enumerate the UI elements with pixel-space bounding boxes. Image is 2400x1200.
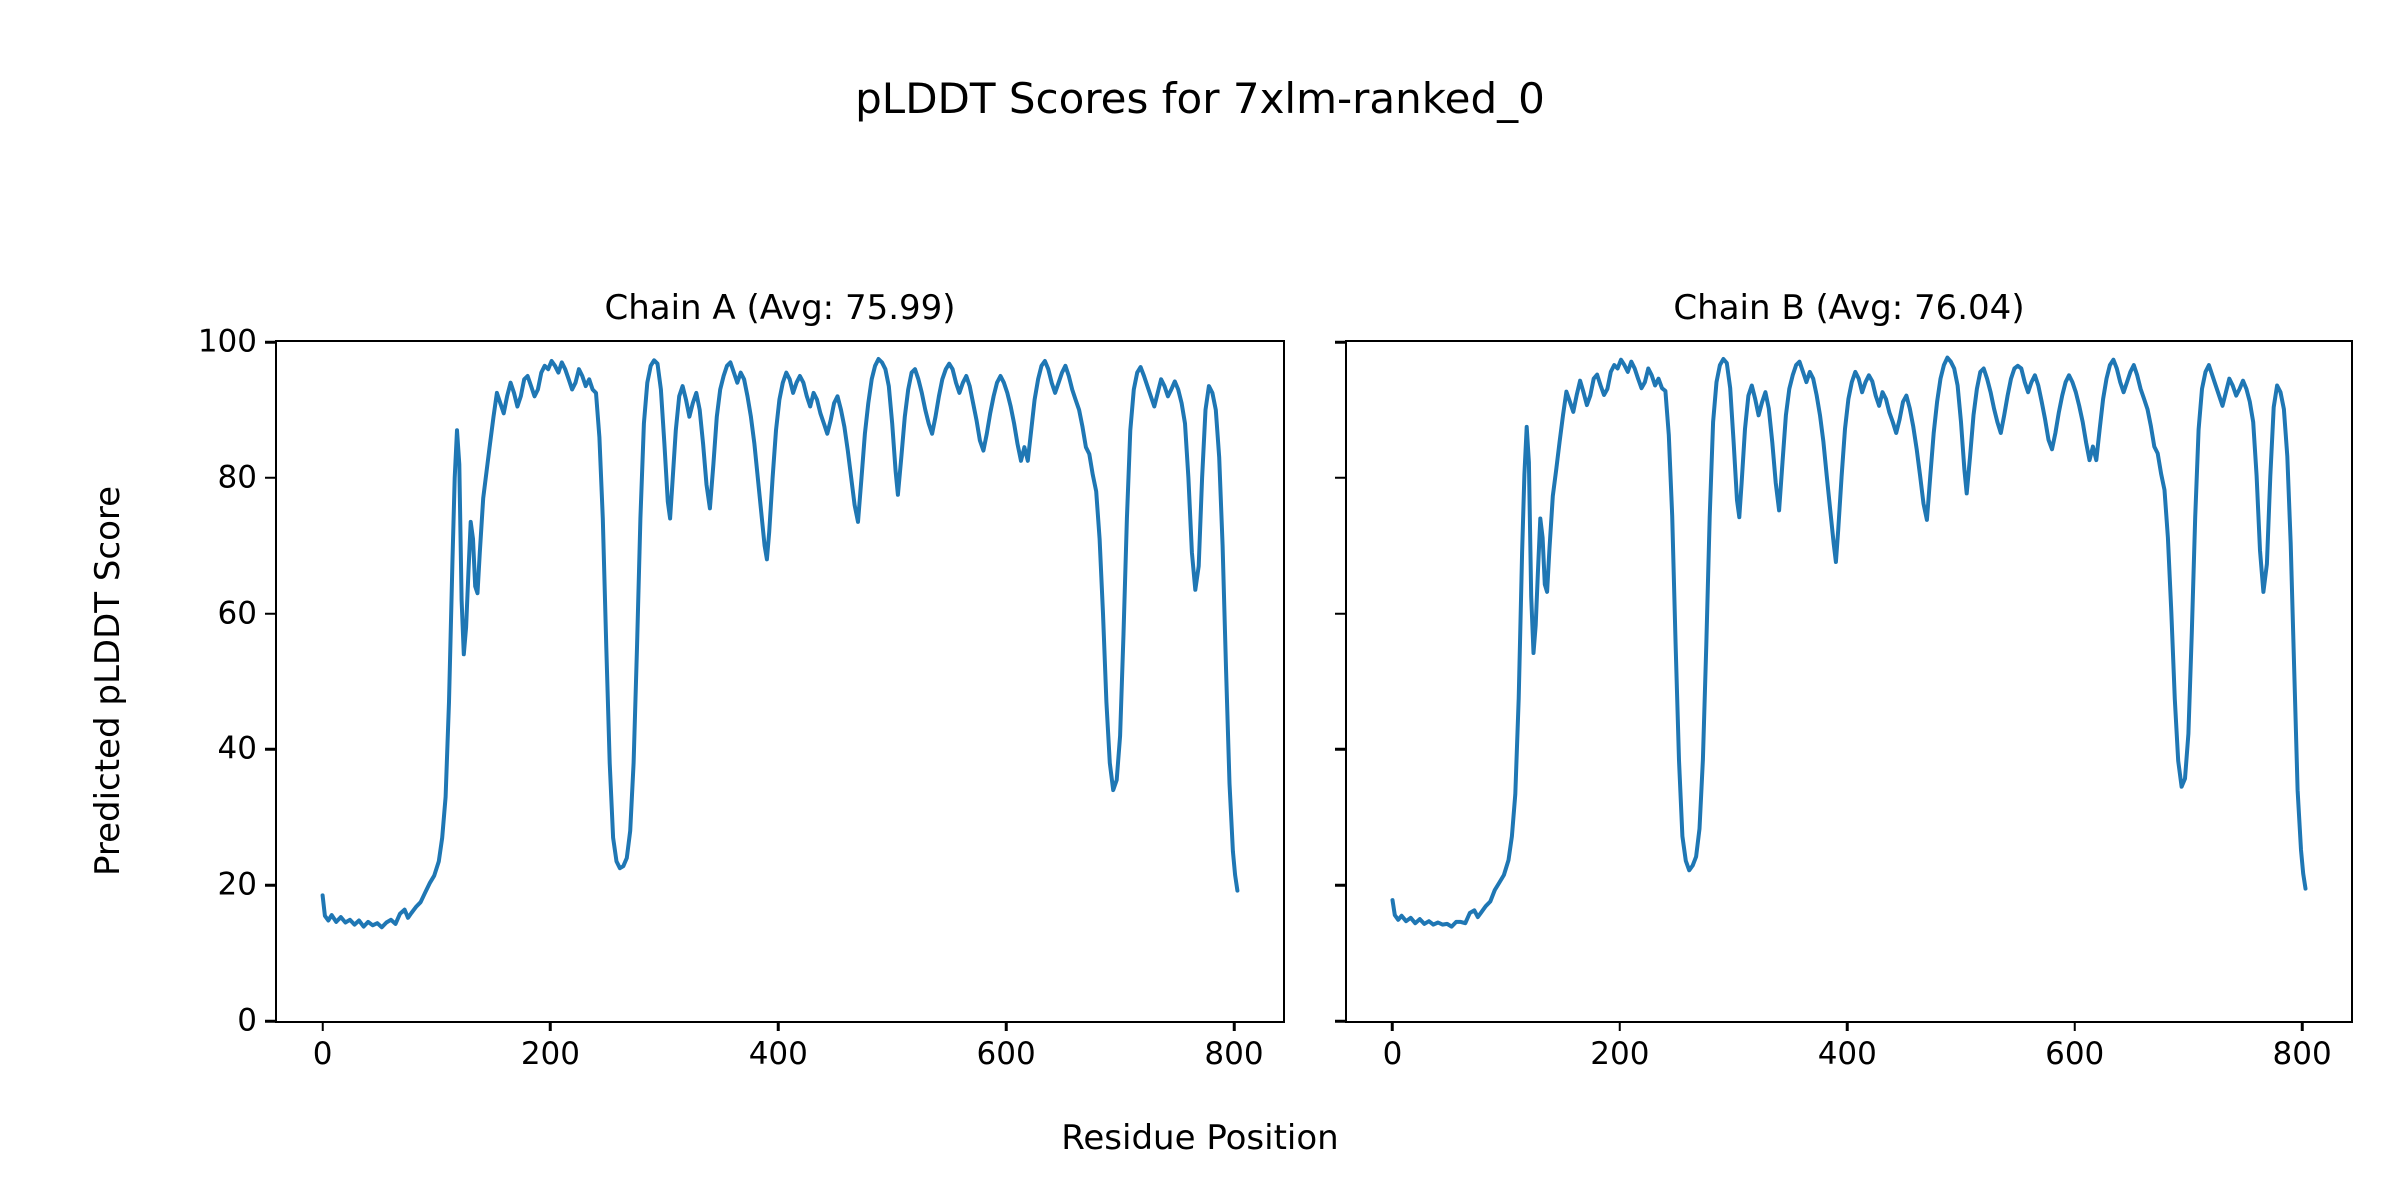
x-tick-mark: [321, 1021, 324, 1031]
y-tick-mark: [1334, 476, 1345, 480]
y-tick-label: 0: [237, 1002, 257, 1039]
subplot-title-chain-b: Chain B (Avg: 76.04): [1673, 288, 2025, 328]
figure-title: pLDDT Scores for 7xlm-ranked_0: [855, 74, 1545, 123]
subplot-chain-b: Chain B (Avg: 76.04) 0 200 400 600 800: [1334, 288, 2353, 1070]
plot-area-chain-a: [320, 357, 1240, 930]
y-tick-mark: [264, 883, 275, 887]
x-tick-mark: [1618, 1021, 1622, 1031]
x-tick-label: 400: [1817, 1036, 1877, 1072]
y-tick-mark: [264, 476, 275, 480]
x-tick-label: 200: [520, 1036, 581, 1072]
x-tick-label: 200: [1590, 1036, 1650, 1072]
y-tick-mark: [264, 340, 275, 344]
y-tick-label: 20: [217, 866, 257, 903]
subplot-title-chain-a: Chain A (Avg: 75.99): [604, 288, 956, 328]
x-tick-label: 800: [1204, 1036, 1264, 1072]
y-tick-mark: [1334, 340, 1345, 344]
y-tick-mark: [1334, 748, 1345, 751]
x-tick-mark: [1391, 1021, 1394, 1031]
x-tick-mark: [777, 1021, 780, 1031]
y-tick-label: 60: [217, 595, 257, 632]
plot-area-chain-b: [1390, 355, 2308, 929]
x-tick-mark: [1232, 1021, 1236, 1031]
y-tick-mark: [1334, 1019, 1345, 1023]
x-tick-label: 800: [2272, 1036, 2332, 1072]
y-axis-label: Predicted pLDDT Score: [88, 485, 128, 877]
y-tick-mark: [264, 1019, 275, 1023]
x-tick-label: 600: [976, 1036, 1036, 1072]
x-tick-label: 600: [2045, 1036, 2105, 1072]
y-tick-mark: [1334, 612, 1345, 615]
x-tick-mark: [549, 1021, 552, 1031]
x-tick-label: 0: [1382, 1036, 1403, 1072]
x-axis-label: Residue Position: [1061, 1118, 1339, 1158]
y-tick-label: 100: [197, 323, 257, 360]
x-tick-mark: [2073, 1021, 2076, 1031]
y-tick-label: 80: [217, 459, 257, 496]
y-tick-mark: [1334, 883, 1345, 887]
x-tick-label: 0: [312, 1036, 333, 1072]
x-tick-mark: [1004, 1021, 1008, 1031]
y-tick-mark: [264, 748, 275, 751]
x-tick-label: 400: [748, 1036, 808, 1072]
x-tick-mark: [1846, 1021, 1849, 1031]
y-tick-mark: [264, 612, 275, 615]
plddt-line-chain-a: [320, 357, 1240, 930]
x-tick-mark: [2300, 1021, 2304, 1031]
plddt-line-chain-b: [1390, 355, 2308, 929]
subplot-chain-a: Chain A (Avg: 75.99) 0 200 400 600 800 0 20 40 6…: [198, 288, 1285, 1070]
y-tick-label: 40: [217, 730, 257, 767]
